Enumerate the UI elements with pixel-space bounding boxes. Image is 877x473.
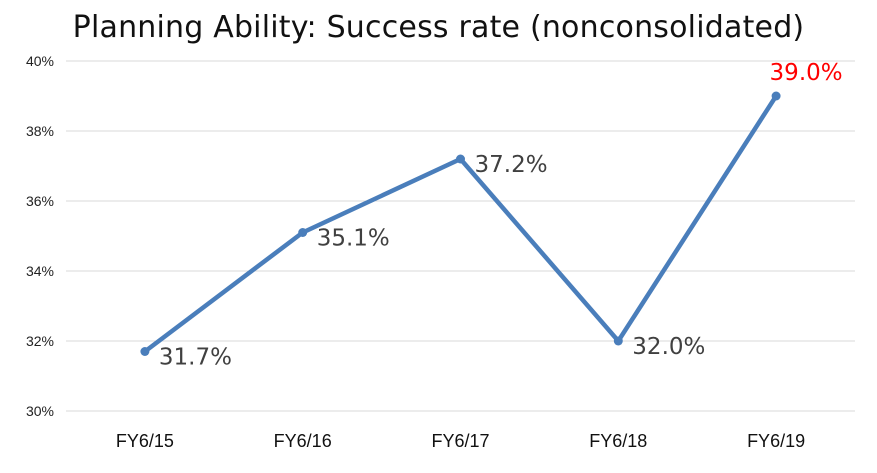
y-tick-label: 34% [26,263,54,279]
data-label: 35.1% [317,226,390,252]
x-tick-label: FY6/19 [747,431,805,451]
chart-title: Planning Ability: Success rate (nonconso… [72,10,805,45]
data-point [298,228,308,237]
x-tick-label: FY6/16 [274,431,332,451]
y-tick-label: 32% [26,333,54,349]
data-point [140,347,150,356]
data-point [456,154,465,164]
data-label: 37.2% [475,152,548,178]
y-tick-label: 36% [26,193,54,209]
y-tick-label: 38% [26,123,54,139]
data-label: 31.7% [159,345,232,371]
data-label: 39.0% [770,60,843,86]
y-tick-label: 30% [26,403,54,419]
x-tick-label: FY6/17 [431,431,489,451]
x-tick-label: FY6/15 [116,431,174,451]
data-point [613,336,623,346]
series-line [142,93,779,354]
x-tick-label: FY6/18 [589,431,647,451]
y-tick-label: 40% [26,53,54,69]
data-point [771,91,781,101]
data-label: 32.0% [632,334,705,360]
